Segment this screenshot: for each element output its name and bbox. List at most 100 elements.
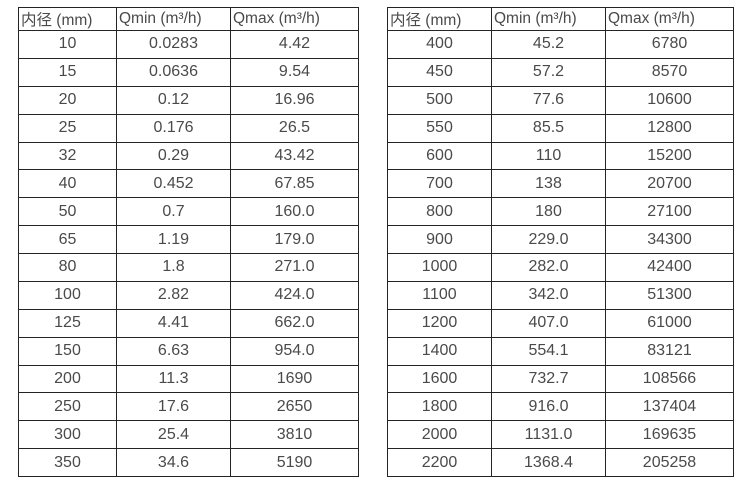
cell-diameter: 100 <box>18 280 117 310</box>
table-row: 1600 732.7 108566 <box>387 364 734 394</box>
cell-diameter: 450 <box>387 57 492 87</box>
cell-qmin: 554.1 <box>491 336 606 366</box>
table-row: 65 1.19 179.0 <box>18 225 359 254</box>
cell-qmin: 342.0 <box>491 280 606 310</box>
cell-qmax: 61000 <box>605 308 734 338</box>
table-row: 40 0.452 67.85 <box>18 169 359 199</box>
column-header-qmax: Qmax (m³/h) <box>230 7 359 31</box>
cell-qmin: 916.0 <box>491 392 606 422</box>
cell-diameter: 15 <box>18 57 117 87</box>
table-row: 600 110 15200 <box>387 141 734 171</box>
cell-qmax: 2650 <box>230 392 359 422</box>
cell-qmax: 6780 <box>605 30 734 59</box>
cell-qmax: 1690 <box>230 364 359 394</box>
table-row: 2200 1368.4 205258 <box>387 448 734 477</box>
table-row: 1100 342.0 51300 <box>387 280 734 310</box>
cell-qmax: 12800 <box>605 113 734 143</box>
cell-qmax: 8570 <box>605 57 734 87</box>
cell-qmin: 0.7 <box>116 197 231 227</box>
cell-qmin: 229.0 <box>491 225 606 254</box>
cell-qmax: 662.0 <box>230 308 359 338</box>
cell-qmin: 1131.0 <box>491 420 606 450</box>
table-row: 800 180 27100 <box>387 197 734 227</box>
cell-qmax: 160.0 <box>230 197 359 227</box>
cell-qmax: 20700 <box>605 169 734 199</box>
cell-diameter: 900 <box>387 225 492 254</box>
cell-diameter: 500 <box>387 85 492 115</box>
table-row: 700 138 20700 <box>387 169 734 199</box>
cell-qmax: 42400 <box>605 253 734 282</box>
table-row: 1000 282.0 42400 <box>387 253 734 282</box>
table-row: 150 6.63 954.0 <box>18 336 359 366</box>
table-row: 900 229.0 34300 <box>387 225 734 254</box>
table-row: 50 0.7 160.0 <box>18 197 359 227</box>
cell-diameter: 300 <box>18 420 117 450</box>
cell-diameter: 1600 <box>387 364 492 394</box>
table-row: 400 45.2 6780 <box>387 30 734 59</box>
column-header-qmax: Qmax (m³/h) <box>605 7 734 31</box>
table-row: 20 0.12 16.96 <box>18 85 359 115</box>
cell-diameter: 550 <box>387 113 492 143</box>
cell-qmax: 169635 <box>605 420 734 450</box>
cell-qmax: 15200 <box>605 141 734 171</box>
cell-diameter: 1800 <box>387 392 492 422</box>
table-row: 350 34.6 5190 <box>18 448 359 477</box>
cell-diameter: 125 <box>18 308 117 338</box>
header-row: 内径 (mm) Qmin (m³/h) Qmax (m³/h) <box>387 7 734 31</box>
cell-qmin: 57.2 <box>491 57 606 87</box>
cell-qmin: 45.2 <box>491 30 606 59</box>
table-row: 300 25.4 3810 <box>18 420 359 450</box>
cell-qmin: 34.6 <box>116 448 231 477</box>
cell-qmin: 25.4 <box>116 420 231 450</box>
cell-diameter: 65 <box>18 225 117 254</box>
table-row: 100 2.82 424.0 <box>18 280 359 310</box>
table-row: 500 77.6 10600 <box>387 85 734 115</box>
cell-qmax: 67.85 <box>230 169 359 199</box>
cell-qmin: 11.3 <box>116 364 231 394</box>
cell-qmax: 27100 <box>605 197 734 227</box>
cell-qmax: 4.42 <box>230 30 359 59</box>
table-row: 32 0.29 43.42 <box>18 141 359 171</box>
table-row: 450 57.2 8570 <box>387 57 734 87</box>
cell-qmax: 5190 <box>230 448 359 477</box>
cell-diameter: 32 <box>18 141 117 171</box>
cell-diameter: 200 <box>18 364 117 394</box>
cell-qmin: 138 <box>491 169 606 199</box>
cell-diameter: 2000 <box>387 420 492 450</box>
cell-qmax: 26.5 <box>230 113 359 143</box>
flow-rate-table-large-diameters: 内径 (mm) Qmin (m³/h) Qmax (m³/h) 400 45.2 678… <box>387 7 734 477</box>
cell-qmin: 0.12 <box>116 85 231 115</box>
cell-qmin: 282.0 <box>491 253 606 282</box>
table-row: 1800 916.0 137404 <box>387 392 734 422</box>
table-row: 15 0.0636 9.54 <box>18 57 359 87</box>
cell-qmin: 0.0636 <box>116 57 231 87</box>
cell-diameter: 20 <box>18 85 117 115</box>
column-header-qmin: Qmin (m³/h) <box>491 7 606 31</box>
cell-qmax: 137404 <box>605 392 734 422</box>
cell-qmin: 1.19 <box>116 225 231 254</box>
cell-diameter: 2200 <box>387 448 492 477</box>
cell-diameter: 50 <box>18 197 117 227</box>
cell-diameter: 600 <box>387 141 492 171</box>
table-row: 550 85.5 12800 <box>387 113 734 143</box>
table-row: 25 0.176 26.5 <box>18 113 359 143</box>
cell-qmax: 43.42 <box>230 141 359 171</box>
cell-qmax: 16.96 <box>230 85 359 115</box>
cell-qmin: 732.7 <box>491 364 606 394</box>
cell-diameter: 250 <box>18 392 117 422</box>
cell-diameter: 800 <box>387 197 492 227</box>
cell-qmax: 271.0 <box>230 253 359 282</box>
header-row: 内径 (mm) Qmin (m³/h) Qmax (m³/h) <box>18 7 359 31</box>
table-row: 10 0.0283 4.42 <box>18 30 359 59</box>
cell-qmax: 954.0 <box>230 336 359 366</box>
cell-qmax: 83121 <box>605 336 734 366</box>
cell-qmax: 205258 <box>605 448 734 477</box>
table-row: 250 17.6 2650 <box>18 392 359 422</box>
cell-diameter: 10 <box>18 30 117 59</box>
cell-qmin: 110 <box>491 141 606 171</box>
cell-qmin: 1.8 <box>116 253 231 282</box>
cell-diameter: 1100 <box>387 280 492 310</box>
cell-qmax: 108566 <box>605 364 734 394</box>
cell-qmin: 2.82 <box>116 280 231 310</box>
